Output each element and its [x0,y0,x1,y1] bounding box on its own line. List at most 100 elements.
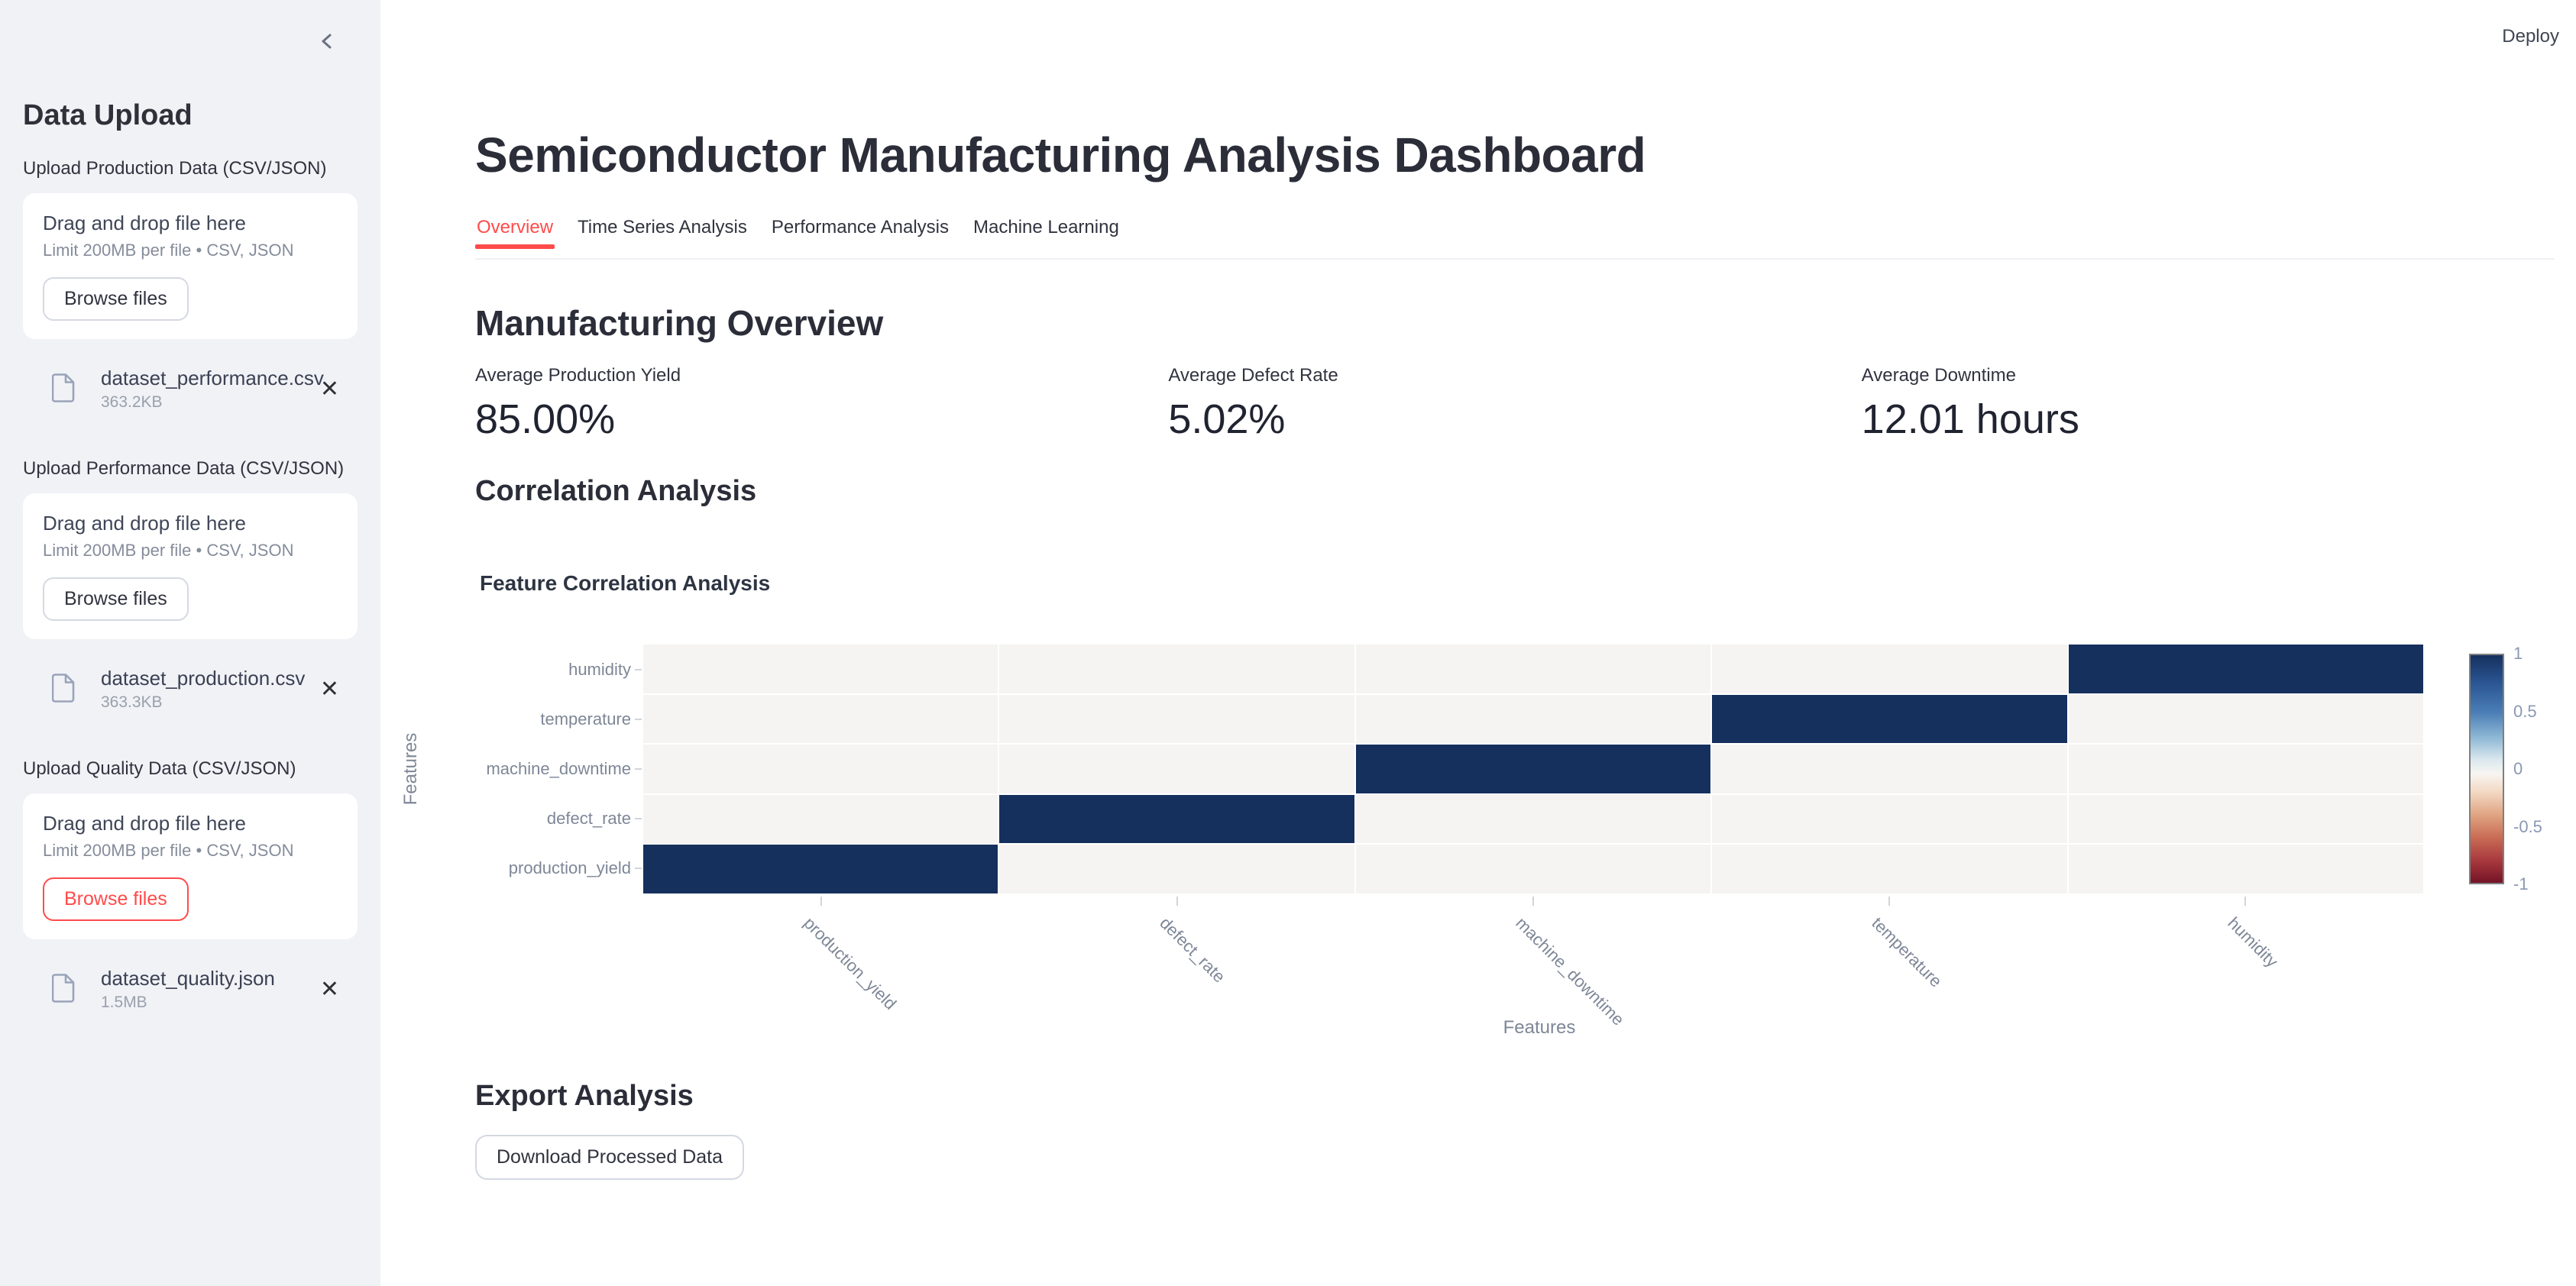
heatmap-cell-humidity-machine_downtime[interactable] [1355,645,1711,693]
uploaded-file-row: dataset_production.csv 363.3KB ✕ [51,662,358,717]
x-tick-mark [820,897,822,906]
colorbar-tick-label: 0 [2513,759,2523,778]
metrics-row: Average Production Yield 85.00% Average D… [475,365,2555,443]
close-icon[interactable]: ✕ [319,376,339,402]
chevron-left-icon [316,30,338,57]
heatmap-cell-machine_downtime-machine_downtime[interactable] [1355,745,1711,793]
upload-section: Upload Quality Data (CSV/JSON) Drag and … [23,758,358,1017]
browse-files-button[interactable]: Browse files [43,577,189,621]
y-tick-label: temperature [540,709,631,729]
sidebar-collapse-button[interactable] [313,29,341,57]
heatmap-cell-temperature-temperature[interactable] [1712,694,2067,744]
chart-title: Feature Correlation Analysis [480,571,771,595]
tab-time-series-analysis[interactable]: Time Series Analysis [578,217,747,237]
y-tick-label: humidity [568,660,631,679]
tab-performance-analysis[interactable]: Performance Analysis [771,217,949,237]
upload-sections: Upload Production Data (CSV/JSON) Drag a… [23,158,358,1017]
file-dropzone[interactable]: Drag and drop file here Limit 200MB per … [23,493,358,639]
file-icon [51,673,75,706]
y-tick-mark [635,868,642,869]
file-icon [51,373,75,406]
close-icon[interactable]: ✕ [319,677,339,702]
metric-value: 12.01 hours [1861,396,2079,442]
file-meta: dataset_quality.json 1.5MB [101,967,358,1013]
upload-section-label: Upload Performance Data (CSV/JSON) [23,458,345,479]
close-icon[interactable]: ✕ [319,977,339,1002]
heatmap-cell-temperature-machine_downtime[interactable] [1355,694,1711,744]
y-tick-mark [635,768,642,770]
file-size: 363.3KB [101,693,163,711]
file-icon [51,973,75,1007]
heatmap-cell-humidity-defect_rate[interactable] [999,645,1354,693]
x-tick-mark [2244,897,2246,906]
x-tick-label: humidity [2224,913,2282,971]
file-size: 1.5MB [101,994,147,1011]
x-axis-title: Features [1503,1017,1576,1038]
heatmap-cell-production_yield-humidity[interactable] [2068,845,2423,893]
colorbar-tick-label: 0.5 [2513,702,2537,721]
file-dropzone[interactable]: Drag and drop file here Limit 200MB per … [23,793,358,939]
file-meta: dataset_performance.csv 363.2KB [101,367,358,412]
metric: Average Production Yield 85.00% [475,365,1168,443]
heatmap-cell-production_yield-defect_rate[interactable] [999,845,1354,893]
y-tick-label: production_yield [508,858,631,877]
file-name: dataset_quality.json [101,967,275,990]
tab-bar: Overview Time Series Analysis Performance … [475,215,2555,260]
file-meta: dataset_production.csv 363.3KB [101,667,358,712]
deploy-button[interactable]: Deploy [2502,26,2559,47]
uploaded-file-row: dataset_performance.csv 363.2KB ✕ [51,362,358,417]
heatmap-cell-machine_downtime-humidity[interactable] [2068,745,2423,793]
sidebar-title: Data Upload [23,99,193,131]
heatmap-cell-humidity-humidity[interactable] [2068,645,2423,693]
x-tick-label: production_yield [800,913,901,1013]
colorbar [2469,654,2504,884]
file-name: dataset_performance.csv [101,367,324,389]
correlation-heatmap[interactable] [643,645,2423,893]
heatmap-cell-production_yield-temperature[interactable] [1712,845,2067,893]
colorbar-tick-label: -1 [2513,874,2529,893]
heatmap-cell-defect_rate-defect_rate[interactable] [999,794,1354,844]
heatmap-cell-production_yield-machine_downtime[interactable] [1355,845,1711,893]
tab-overview[interactable]: Overview [475,215,555,249]
metric-value: 5.02% [1168,396,1286,442]
heatmap-cell-humidity-temperature[interactable] [1712,645,2067,693]
x-tick-mark [1176,897,1178,906]
uploaded-file-row: dataset_quality.json 1.5MB ✕ [51,962,358,1017]
heatmap-cell-machine_downtime-temperature[interactable] [1712,745,2067,793]
tab-machine-learning[interactable]: Machine Learning [973,217,1119,237]
overview-heading: Manufacturing Overview [475,303,884,343]
heatmap-cell-defect_rate-humidity[interactable] [2068,794,2423,844]
heatmap-cell-temperature-defect_rate[interactable] [999,694,1354,744]
dropzone-limit-hint: Limit 200MB per file • CSV, JSON [43,841,294,860]
metric: Average Downtime 12.01 hours [1862,365,2555,443]
upload-section-label: Upload Quality Data (CSV/JSON) [23,758,296,779]
dropzone-instructions: Drag and drop file here [43,512,246,535]
metric-value: 85.00% [475,396,616,442]
heatmap-cell-humidity-production_yield[interactable] [643,645,998,693]
heatmap-cell-defect_rate-temperature[interactable] [1712,794,2067,844]
dropzone-instructions: Drag and drop file here [43,212,246,234]
heatmap-cell-defect_rate-production_yield[interactable] [643,794,998,844]
upload-section: Upload Performance Data (CSV/JSON) Drag … [23,458,358,758]
y-tick-mark [635,669,642,670]
x-tick-label: machine_downtime [1512,913,1629,1029]
heatmap-cell-production_yield-production_yield[interactable] [643,845,998,893]
y-tick-label: machine_downtime [486,759,631,778]
main-content: Deploy Semiconductor Manufacturing Analy… [380,0,2576,1286]
heatmap-cell-defect_rate-machine_downtime[interactable] [1355,794,1711,844]
browse-files-button[interactable]: Browse files [43,277,189,321]
file-name: dataset_production.csv [101,667,306,690]
x-tick-label: temperature [1868,913,1946,991]
metric: Average Defect Rate 5.02% [1168,365,1861,443]
x-tick-mark [1532,897,1534,906]
heatmap-cell-temperature-production_yield[interactable] [643,694,998,744]
heatmap-cell-machine_downtime-production_yield[interactable] [643,745,998,793]
download-processed-data-button[interactable]: Download Processed Data [475,1135,744,1180]
heatmap-cell-machine_downtime-defect_rate[interactable] [999,745,1354,793]
page-title: Semiconductor Manufacturing Analysis Das… [475,128,1646,183]
y-tick-mark [635,818,642,819]
x-tick-label: defect_rate [1156,913,1229,987]
browse-files-button[interactable]: Browse files [43,877,189,921]
file-dropzone[interactable]: Drag and drop file here Limit 200MB per … [23,193,358,339]
heatmap-cell-temperature-humidity[interactable] [2068,694,2423,744]
